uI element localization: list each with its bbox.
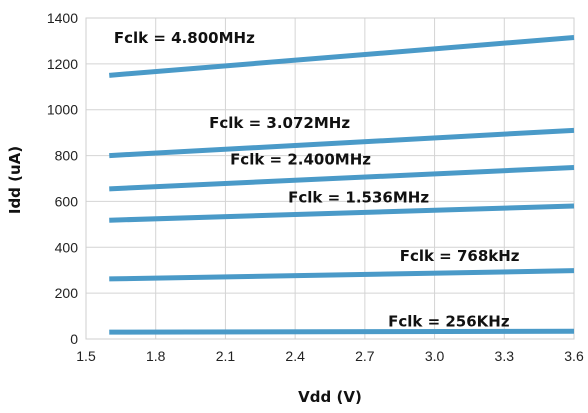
series-lines	[109, 34, 575, 335]
y-tick-label: 1200	[47, 56, 78, 72]
series-line-5	[109, 268, 575, 282]
y-tick-label: 800	[55, 148, 79, 164]
series-label-2: Fclk = 3.072MHz	[209, 114, 350, 132]
y-tick-label: 200	[55, 285, 79, 301]
x-tick-label: 3.6	[564, 348, 584, 364]
x-axis-label: Vdd (V)	[298, 388, 362, 406]
y-tick-label: 1000	[47, 102, 78, 118]
series-line-4	[109, 203, 575, 223]
y-axis-ticks: 0 200 400 600 800 1000 1200 1400	[47, 10, 78, 347]
y-tick-label: 0	[70, 331, 78, 347]
series-line-2	[109, 127, 575, 159]
x-tick-label: 3.3	[495, 348, 515, 364]
series-label-6: Fclk = 256KHz	[388, 312, 510, 330]
x-tick-label: 1.8	[146, 348, 166, 364]
plot-frame	[85, 17, 575, 340]
x-tick-label: 2.7	[355, 348, 375, 364]
series-line-1	[109, 34, 575, 78]
series-line-3	[109, 164, 575, 192]
x-tick-label: 3.0	[425, 348, 445, 364]
series-line-6	[109, 328, 575, 335]
x-tick-label: 2.4	[285, 348, 305, 364]
y-tick-label: 600	[55, 193, 79, 209]
y-tick-label: 400	[55, 239, 79, 255]
series-label-1: Fclk = 4.800MHz	[114, 29, 255, 47]
y-tick-label: 1400	[47, 10, 78, 26]
x-tick-label: 2.1	[216, 348, 236, 364]
series-labels: Fclk = 4.800MHz Fclk = 3.072MHz Fclk = 2.4…	[114, 29, 520, 330]
series-label-4: Fclk = 1.536MHz	[288, 189, 429, 207]
y-axis-label: Idd (uA)	[6, 146, 24, 214]
series-label-5: Fclk = 768kHz	[400, 247, 520, 265]
x-tick-label: 1.5	[76, 348, 96, 364]
x-axis-ticks: 1.5 1.8 2.1 2.4 2.7 3.0 3.3 3.6	[76, 348, 584, 364]
series-label-3: Fclk = 2.400MHz	[230, 150, 371, 168]
